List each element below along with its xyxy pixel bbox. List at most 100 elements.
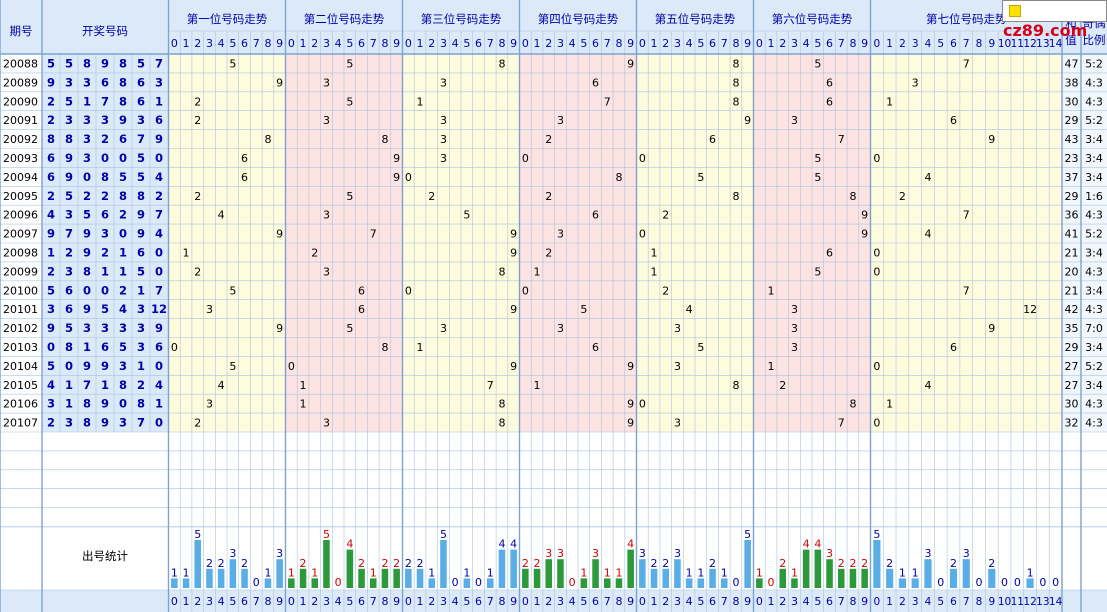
winning-number-pos6: 5	[137, 151, 145, 165]
footer-digit-g1-7: 7	[253, 595, 260, 608]
footer-digit-g1-9: 9	[276, 595, 283, 608]
digit-header-g6-6: 6	[826, 37, 833, 50]
issue-number: 20106	[3, 398, 38, 411]
odd-even-ratio: 3:4	[1085, 341, 1103, 354]
winning-number-pos6: 5	[137, 170, 145, 184]
digit-header-g6-9: 9	[861, 37, 868, 50]
winning-number-pos2: 1	[65, 397, 73, 411]
stat-bar-g4-1	[533, 568, 541, 588]
stat-bar-g3-8	[498, 549, 506, 588]
winning-number-pos2: 9	[65, 151, 73, 165]
digit-header-g5-2: 2	[662, 37, 669, 50]
sum-value: 41	[1065, 228, 1079, 241]
digit-header-g3-2: 2	[428, 37, 435, 50]
trend-hit-g5: 9	[744, 114, 751, 127]
winning-number-pos3: 1	[83, 94, 91, 108]
stat-value-g5-4: 1	[686, 566, 693, 579]
header-group-title-7: 第七位号码走势	[926, 12, 1007, 26]
digit-header-g4-4: 4	[569, 37, 576, 50]
stat-value-g3-9: 4	[510, 538, 517, 551]
digit-header-g6-5: 5	[814, 37, 821, 50]
trend-hit-g6: 5	[814, 171, 821, 184]
odd-even-ratio: 4:3	[1085, 265, 1103, 278]
winning-number-pos1: 2	[47, 189, 55, 203]
winning-number-pos3: 8	[83, 416, 91, 430]
winning-number-pos5: 9	[119, 113, 127, 127]
issue-number: 20088	[3, 58, 38, 71]
winning-number-pos2: 5	[65, 57, 73, 71]
winning-number-pos6: 6	[137, 75, 145, 89]
trend-hit-g3: 3	[440, 133, 447, 146]
stat-bar-g6-9	[861, 568, 868, 588]
footer-digit-g7-5: 5	[937, 596, 944, 608]
digit-header-g6-8: 8	[849, 37, 856, 50]
winning-number-pos1: 6	[47, 151, 55, 165]
stat-bar-g6-4	[802, 549, 810, 588]
digit-header-g6-7: 7	[838, 37, 845, 50]
issue-number: 20104	[3, 360, 38, 373]
winning-number-pos1: 2	[47, 416, 55, 430]
digit-header-g2-2: 2	[311, 37, 318, 50]
trend-hit-g6: 6	[826, 76, 833, 89]
trend-hit-g3: 9	[510, 360, 517, 373]
stat-value-g5-9: 5	[744, 528, 751, 541]
trend-hit-g4: 1	[534, 379, 541, 392]
trend-hit-g5: 8	[732, 58, 739, 71]
footer-digit-g2-4: 4	[335, 595, 342, 608]
digit-header-g7-2: 2	[899, 38, 906, 50]
stat-bar-g4-6	[592, 559, 599, 588]
winning-number-pos3: 3	[83, 151, 91, 165]
header-group-title-2: 第二位号码走势	[304, 12, 385, 26]
odd-even-ratio: 3:4	[1085, 284, 1103, 297]
digit-header-g5-1: 1	[651, 37, 658, 50]
digit-header-g4-5: 5	[580, 37, 587, 50]
winning-number-pos6: 1	[137, 359, 145, 373]
trend-hit-g7: 3	[912, 76, 919, 89]
odd-even-ratio: 5:2	[1085, 360, 1103, 373]
footer-digit-g5-9: 9	[744, 595, 751, 608]
trend-hit-g3: 1	[417, 95, 424, 108]
trend-hit-g4: 6	[592, 341, 599, 354]
winning-number-pos6: 3	[137, 302, 145, 316]
stat-value-g5-7: 1	[721, 566, 728, 579]
winning-number-pos6: 1	[137, 283, 145, 297]
site-watermark[interactable]: cz89.com	[1002, 0, 1107, 40]
trend-hit-g1: 5	[229, 284, 236, 297]
digit-header-g7-6: 6	[950, 38, 957, 50]
stat-bar-g4-2	[545, 559, 553, 588]
winning-number-pos7: 7	[155, 283, 163, 297]
stat-bar-g2-7	[369, 578, 377, 588]
odd-even-ratio: 4:3	[1085, 95, 1103, 108]
winning-number-pos4: 3	[101, 227, 109, 241]
trend-hit-g7: 6	[950, 114, 957, 127]
winning-number-pos1: 9	[47, 227, 55, 241]
trend-hit-g2: 6	[358, 284, 365, 297]
stat-value-g6-4: 4	[803, 538, 810, 551]
trend-hit-g4: 3	[557, 322, 564, 335]
winning-number-pos7: 6	[155, 340, 163, 354]
stat-bar-g2-2	[311, 578, 319, 588]
trend-hit-g6: 3	[791, 341, 798, 354]
header-group-title-6: 第六位号码走势	[772, 12, 853, 26]
winning-number-pos5: 8	[119, 189, 127, 203]
sum-value: 30	[1065, 398, 1079, 411]
trend-hit-g1: 5	[229, 58, 236, 71]
winning-number-pos6: 6	[137, 94, 145, 108]
winning-number-pos3: 1	[83, 340, 91, 354]
digit-header-g6-1: 1	[768, 37, 775, 50]
header-issue-label: 期号	[10, 24, 33, 38]
winning-number-pos7: 4	[155, 227, 163, 241]
footer-digit-g1-3: 3	[206, 595, 213, 608]
footer-digit-g2-6: 6	[358, 595, 365, 608]
stat-value-g2-8: 2	[381, 557, 388, 570]
winning-number-pos1: 2	[47, 113, 55, 127]
stat-bar-g7-9	[988, 568, 996, 588]
issue-number: 20091	[3, 114, 38, 127]
footer-digit-g6-8: 8	[849, 595, 856, 608]
trend-hit-g5: 1	[651, 265, 658, 278]
header-numbers-label: 开奖号码	[82, 24, 128, 38]
digit-header-g2-9: 9	[393, 37, 400, 50]
trend-hit-g3: 1	[417, 341, 424, 354]
stat-value-g7-2: 1	[899, 566, 906, 579]
issue-number: 20095	[3, 190, 38, 203]
